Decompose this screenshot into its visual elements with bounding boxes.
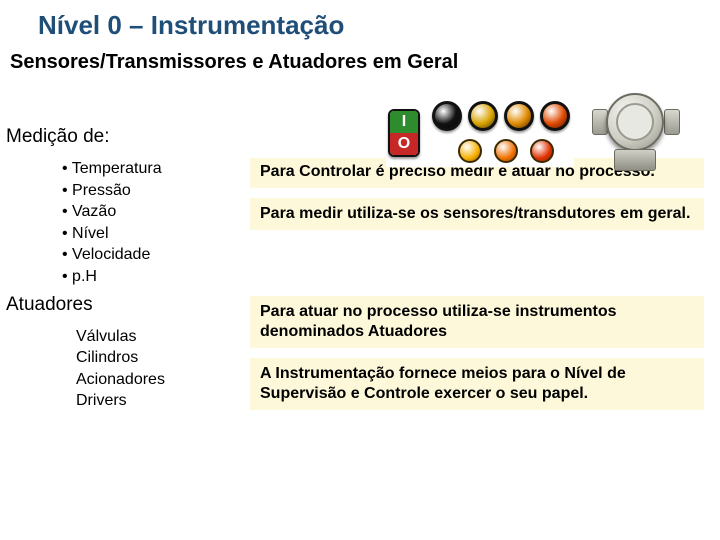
callout-box: Para atuar no processo utiliza-se instru…	[250, 296, 704, 348]
list-item: • p.H	[62, 266, 250, 288]
list-item: Cilindros	[76, 347, 250, 369]
pushbutton-3	[504, 101, 534, 131]
list-item: • Velocidade	[62, 244, 250, 266]
list-item: Drivers	[76, 390, 250, 412]
indicator-led-3	[530, 139, 554, 163]
illustration-group: I O	[386, 84, 702, 180]
stop-half: O	[390, 133, 418, 155]
page-subtitle: Sensores/Transmissores e Atuadores em Ge…	[0, 47, 720, 74]
callout-box: A Instrumentação fornece meios para o Ní…	[250, 358, 704, 410]
dual-start-stop-button: I O	[388, 109, 420, 157]
list-item: • Vazão	[62, 201, 250, 223]
callout-box: Para medir utiliza-se os sensores/transd…	[250, 198, 704, 230]
list-item: • Temperatura	[62, 158, 250, 180]
list-item: Válvulas	[76, 326, 250, 348]
start-half: I	[390, 111, 418, 133]
list-item: Acionadores	[76, 369, 250, 391]
list-item: • Pressão	[62, 180, 250, 202]
indicator-led-1	[458, 139, 482, 163]
pressure-transmitter-icon	[588, 87, 684, 177]
indicator-led-2	[494, 139, 518, 163]
atuadores-item-list: Válvulas Cilindros Acionadores Drivers	[0, 326, 250, 412]
pushbutton-4	[540, 101, 570, 131]
page-title: Nível 0 – Instrumentação	[0, 0, 720, 47]
medicao-bullet-list: • Temperatura • Pressão • Vazão • Nível …	[0, 158, 250, 288]
pushbutton-2	[468, 101, 498, 131]
atuadores-heading: Atuadores	[0, 294, 250, 316]
pushbutton-panel: I O	[386, 97, 574, 167]
pushbutton-1	[432, 101, 462, 131]
list-item: • Nível	[62, 223, 250, 245]
